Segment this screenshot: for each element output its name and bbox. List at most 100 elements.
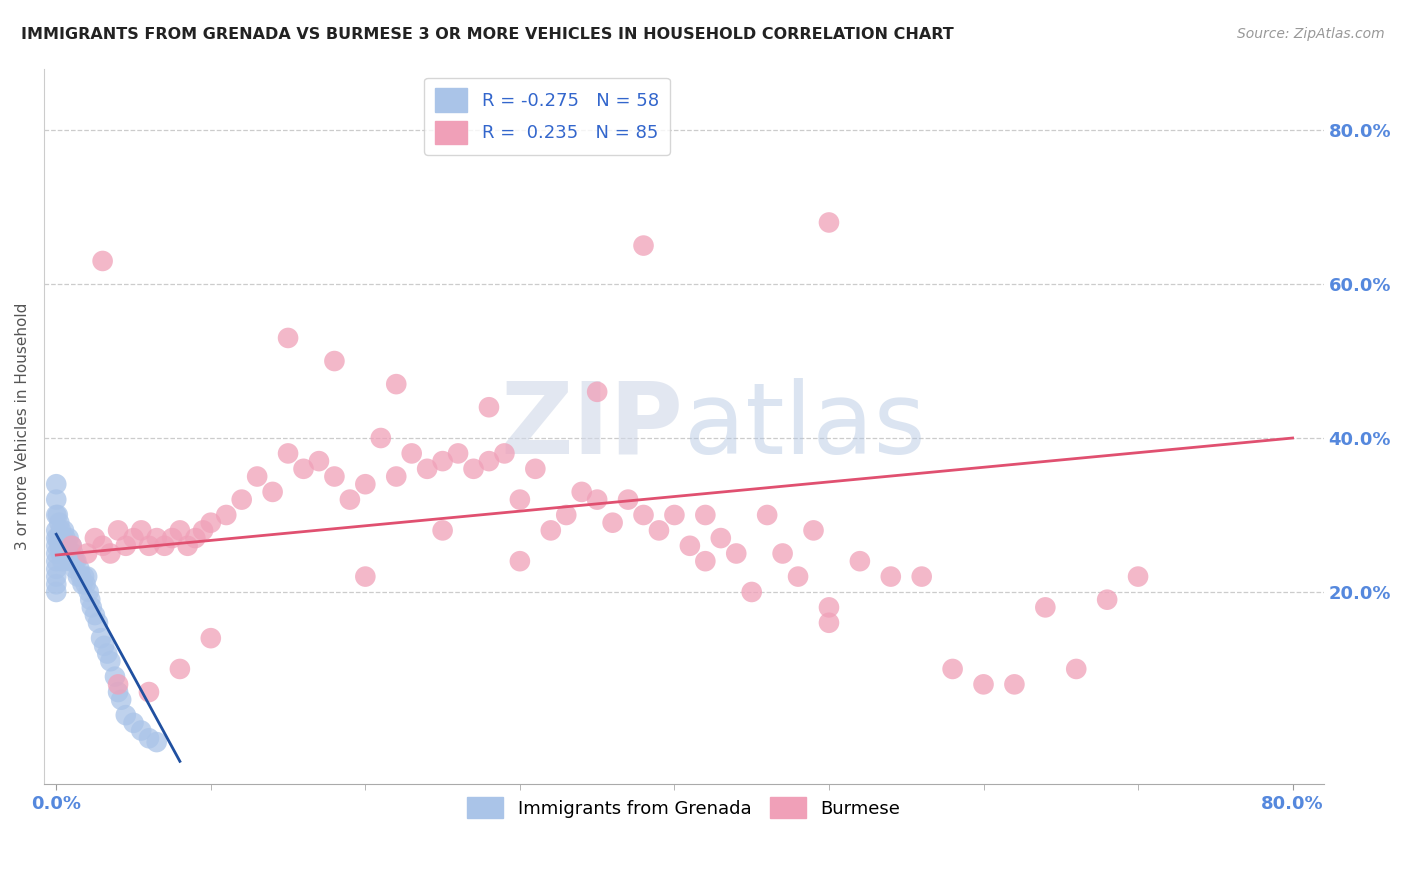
- Point: [45, 492, 67, 507]
- Point: [787, 569, 810, 583]
- Point: [138, 731, 160, 746]
- Point: [59, 554, 82, 568]
- Point: [1002, 677, 1025, 691]
- Point: [129, 524, 152, 538]
- Point: [308, 454, 330, 468]
- Point: [45, 508, 67, 522]
- Y-axis label: 3 or more Vehicles in Household: 3 or more Vehicles in Household: [15, 302, 30, 550]
- Point: [70, 569, 93, 583]
- Point: [98, 547, 121, 561]
- Point: [494, 446, 516, 460]
- Point: [191, 524, 214, 538]
- Point: [323, 354, 346, 368]
- Point: [432, 454, 454, 468]
- Point: [648, 524, 671, 538]
- Point: [60, 554, 83, 568]
- Point: [741, 585, 763, 599]
- Point: [60, 539, 83, 553]
- Point: [107, 524, 129, 538]
- Text: atlas: atlas: [683, 378, 925, 475]
- Point: [75, 577, 97, 591]
- Point: [114, 539, 136, 553]
- Point: [46, 508, 69, 522]
- Point: [51, 531, 73, 545]
- Point: [45, 539, 67, 553]
- Point: [66, 569, 89, 583]
- Point: [401, 446, 423, 460]
- Point: [55, 531, 77, 545]
- Point: [87, 615, 110, 630]
- Point: [323, 469, 346, 483]
- Point: [277, 331, 299, 345]
- Point: [617, 492, 640, 507]
- Point: [849, 554, 872, 568]
- Text: Source: ZipAtlas.com: Source: ZipAtlas.com: [1237, 27, 1385, 41]
- Point: [91, 539, 114, 553]
- Point: [262, 484, 284, 499]
- Point: [169, 524, 191, 538]
- Point: [51, 554, 73, 568]
- Point: [463, 462, 485, 476]
- Point: [246, 469, 269, 483]
- Point: [200, 516, 222, 530]
- Point: [385, 377, 408, 392]
- Point: [107, 677, 129, 691]
- Point: [633, 238, 655, 252]
- Point: [138, 685, 160, 699]
- Point: [63, 554, 86, 568]
- Point: [942, 662, 965, 676]
- Point: [176, 539, 198, 553]
- Point: [432, 524, 454, 538]
- Point: [1064, 662, 1087, 676]
- Point: [633, 508, 655, 522]
- Point: [354, 477, 377, 491]
- Point: [122, 531, 145, 545]
- Point: [65, 554, 87, 568]
- Point: [145, 531, 167, 545]
- Point: [215, 508, 238, 522]
- Text: IMMIGRANTS FROM GRENADA VS BURMESE 3 OR MORE VEHICLES IN HOUSEHOLD CORRELATION C: IMMIGRANTS FROM GRENADA VS BURMESE 3 OR …: [21, 27, 953, 42]
- Point: [664, 508, 686, 522]
- Point: [679, 539, 702, 553]
- Point: [354, 569, 377, 583]
- Point: [385, 469, 408, 483]
- Point: [509, 554, 531, 568]
- Point: [478, 401, 501, 415]
- Point: [53, 524, 76, 538]
- Point: [110, 692, 132, 706]
- Point: [818, 600, 841, 615]
- Point: [58, 531, 80, 545]
- Point: [818, 615, 841, 630]
- Point: [90, 631, 112, 645]
- Point: [49, 547, 72, 561]
- Point: [555, 508, 578, 522]
- Point: [45, 531, 67, 545]
- Point: [911, 569, 934, 583]
- Point: [83, 531, 105, 545]
- Point: [122, 715, 145, 730]
- Point: [67, 562, 90, 576]
- Point: [79, 592, 101, 607]
- Point: [339, 492, 361, 507]
- Point: [478, 454, 501, 468]
- Point: [45, 477, 67, 491]
- Point: [62, 547, 84, 561]
- Point: [571, 484, 593, 499]
- Point: [447, 446, 470, 460]
- Point: [91, 254, 114, 268]
- Point: [153, 539, 176, 553]
- Point: [46, 531, 69, 545]
- Point: [45, 562, 67, 576]
- Point: [98, 654, 121, 668]
- Point: [45, 554, 67, 568]
- Point: [53, 539, 76, 553]
- Point: [58, 547, 80, 561]
- Point: [76, 547, 98, 561]
- Point: [818, 215, 841, 229]
- Point: [277, 446, 299, 460]
- Point: [710, 531, 733, 545]
- Point: [45, 577, 67, 591]
- Point: [416, 462, 439, 476]
- Point: [77, 585, 100, 599]
- Point: [83, 608, 105, 623]
